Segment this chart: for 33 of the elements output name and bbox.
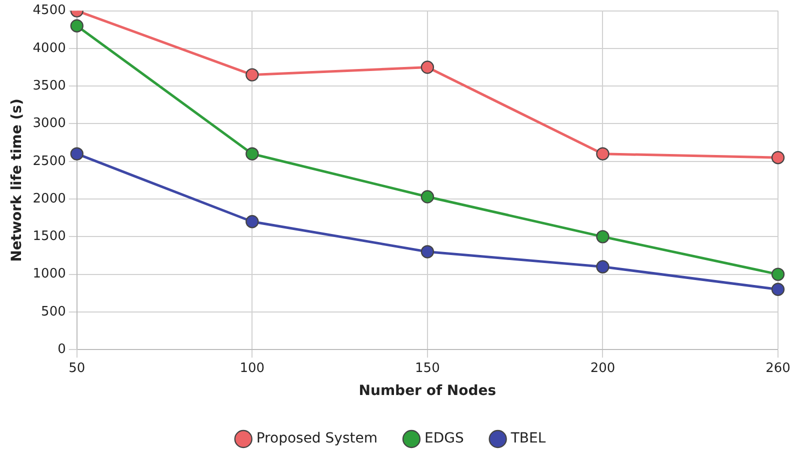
x-tick-label: 200 [590, 360, 616, 376]
x-tick-label: 260 [766, 360, 790, 376]
y-tick-label: 2500 [32, 154, 66, 169]
point [420, 190, 434, 204]
x-tick-label: 150 [415, 360, 440, 376]
y-tick-label: 4500 [32, 3, 66, 18]
x-tick-label: 100 [240, 360, 265, 376]
y-axis-title: Network life time (s) [9, 98, 26, 262]
point [596, 230, 610, 244]
point [771, 151, 785, 164]
x-tick-label: 50 [68, 360, 86, 376]
legend-label: Proposed System [256, 430, 378, 447]
point [771, 282, 785, 296]
point [771, 268, 785, 281]
y-tick-label: 2000 [32, 191, 66, 206]
point [70, 19, 84, 32]
y-tick-label: 500 [41, 304, 66, 320]
y-tick-label: 1500 [32, 229, 66, 244]
y-tick-label: 1000 [32, 266, 66, 282]
point [596, 260, 610, 274]
y-tick-label: 3500 [32, 78, 66, 94]
x-axis-title: Number of Nodes [358, 383, 496, 400]
y-tick-label: 3000 [32, 116, 66, 132]
point [246, 68, 259, 82]
y-tick-label: 0 [58, 342, 66, 357]
point [246, 147, 259, 160]
point [420, 60, 434, 74]
point [596, 147, 610, 160]
legend-label: TBEL [510, 430, 546, 447]
legend-label: EDGS [424, 430, 464, 447]
point [420, 245, 434, 258]
point [246, 215, 259, 228]
y-tick-label: 4000 [32, 40, 66, 56]
